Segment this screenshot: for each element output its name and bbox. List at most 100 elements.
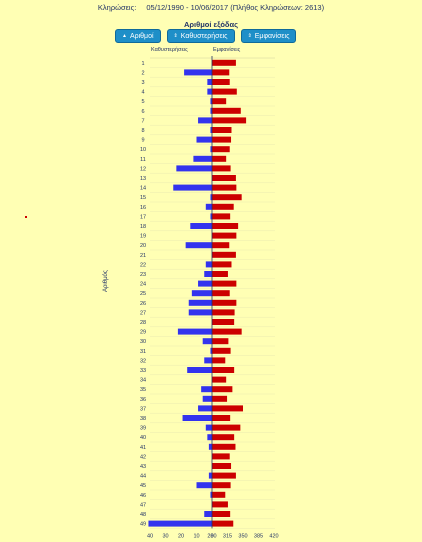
delay-bar xyxy=(210,98,212,105)
appearance-bar xyxy=(212,271,228,277)
category-label: 1 xyxy=(141,61,144,67)
delay-bar xyxy=(207,79,212,85)
appearance-bar xyxy=(212,463,232,469)
delay-bar xyxy=(184,69,212,76)
appearance-bar xyxy=(212,453,230,460)
delay-column-label: Καθυστερήσεις xyxy=(151,47,188,53)
appearance-bar xyxy=(212,424,241,431)
delay-bar xyxy=(182,415,212,421)
delay-bar xyxy=(207,434,212,441)
delay-bar xyxy=(190,223,212,229)
category-label: 15 xyxy=(140,195,146,201)
delay-bar xyxy=(187,367,212,373)
category-label: 38 xyxy=(140,416,146,422)
category-label: 32 xyxy=(140,358,146,364)
category-label: 37 xyxy=(140,406,146,412)
appearance-bar xyxy=(212,146,230,153)
category-label: 45 xyxy=(140,483,146,489)
up-arrow-icon: ▲ xyxy=(122,33,127,39)
appearance-bar xyxy=(212,213,231,220)
button-label: Καθυστερήσεις xyxy=(180,32,228,40)
category-label: 34 xyxy=(140,378,146,384)
appearance-bar xyxy=(212,472,236,479)
appearance-bar xyxy=(212,367,235,373)
category-label: 47 xyxy=(140,502,146,508)
delay-bar xyxy=(210,146,212,153)
appearance-bar xyxy=(212,88,237,95)
appearance-tick-label: 315 xyxy=(223,533,232,539)
appearance-bar xyxy=(212,127,232,133)
appearance-bar xyxy=(212,165,231,172)
appearance-bar xyxy=(212,338,229,345)
delay-bar xyxy=(201,386,212,393)
delay-bar xyxy=(204,511,212,517)
appearances-column-label: Εμφανίσεις xyxy=(213,47,241,53)
delay-bar xyxy=(173,184,212,191)
appearance-bar xyxy=(212,251,236,258)
delay-bar xyxy=(198,280,212,287)
appearance-bar xyxy=(212,223,239,229)
delay-bar xyxy=(198,405,212,412)
appearance-bar xyxy=(212,242,230,249)
delay-bar xyxy=(210,213,212,220)
appearance-bar xyxy=(212,280,237,287)
appearance-bar xyxy=(212,203,234,210)
appearance-bar xyxy=(212,59,236,66)
category-label: 7 xyxy=(141,118,144,124)
category-label: 16 xyxy=(140,205,146,211)
category-label: 8 xyxy=(141,128,144,134)
delay-bar xyxy=(210,347,212,354)
category-label: 6 xyxy=(141,109,144,115)
appearance-bar xyxy=(212,184,237,191)
category-label: 13 xyxy=(140,176,146,182)
sort-by-delay-button[interactable]: ⇕ Καθυστερήσεις xyxy=(166,29,235,43)
delay-bar xyxy=(205,261,212,268)
category-label: 42 xyxy=(140,454,146,460)
appearance-bar xyxy=(212,328,242,335)
delay-bar xyxy=(205,203,212,210)
draws-label: Κληρώσεις: xyxy=(97,3,137,12)
category-label: 12 xyxy=(140,166,146,172)
category-label: 31 xyxy=(140,349,146,355)
draws-range: 05/12/1990 - 10/06/2017 xyxy=(146,3,229,12)
appearance-bar xyxy=(212,261,232,268)
appearance-bar xyxy=(212,117,247,124)
delay-bar xyxy=(202,395,212,402)
delay-tick-label: 40 xyxy=(147,533,153,539)
appearance-bar xyxy=(212,443,236,450)
sort-by-appearances-button[interactable]: ⇕ Εμφανίσεις xyxy=(240,29,297,43)
delay-bar xyxy=(176,165,212,172)
delay-bar xyxy=(185,242,212,249)
delay-bar xyxy=(210,127,212,133)
delay-bar xyxy=(210,491,212,498)
appearance-bar xyxy=(212,434,235,441)
button-label: Εμφανίσεις xyxy=(254,32,290,40)
category-label: 21 xyxy=(140,253,146,259)
delay-bar xyxy=(148,520,212,527)
category-label: 2 xyxy=(141,70,144,76)
category-label: 28 xyxy=(140,320,146,326)
sort-by-number-button[interactable]: ▲ Αριθμοί xyxy=(115,29,161,43)
category-label: 33 xyxy=(140,368,146,374)
appearance-bar xyxy=(212,511,231,517)
category-label: 44 xyxy=(140,474,146,480)
category-label: 29 xyxy=(140,330,146,336)
delay-tick-label: 0 xyxy=(210,533,213,539)
category-label: 14 xyxy=(140,186,146,192)
category-label: 23 xyxy=(140,272,146,278)
category-label: 10 xyxy=(140,147,146,153)
delay-bar xyxy=(193,155,212,162)
delay-bar xyxy=(177,328,212,335)
category-label: 46 xyxy=(140,493,146,499)
category-label: 17 xyxy=(140,214,146,220)
button-label: Αριθμοί xyxy=(129,32,154,40)
delay-bar xyxy=(196,482,212,489)
appearance-bar xyxy=(212,290,230,297)
delay-bar xyxy=(198,117,212,124)
appearance-bar xyxy=(212,98,227,105)
category-label: 18 xyxy=(140,224,146,230)
appearance-bar xyxy=(212,376,227,383)
delay-bar xyxy=(202,338,212,345)
category-label: 40 xyxy=(140,435,146,441)
